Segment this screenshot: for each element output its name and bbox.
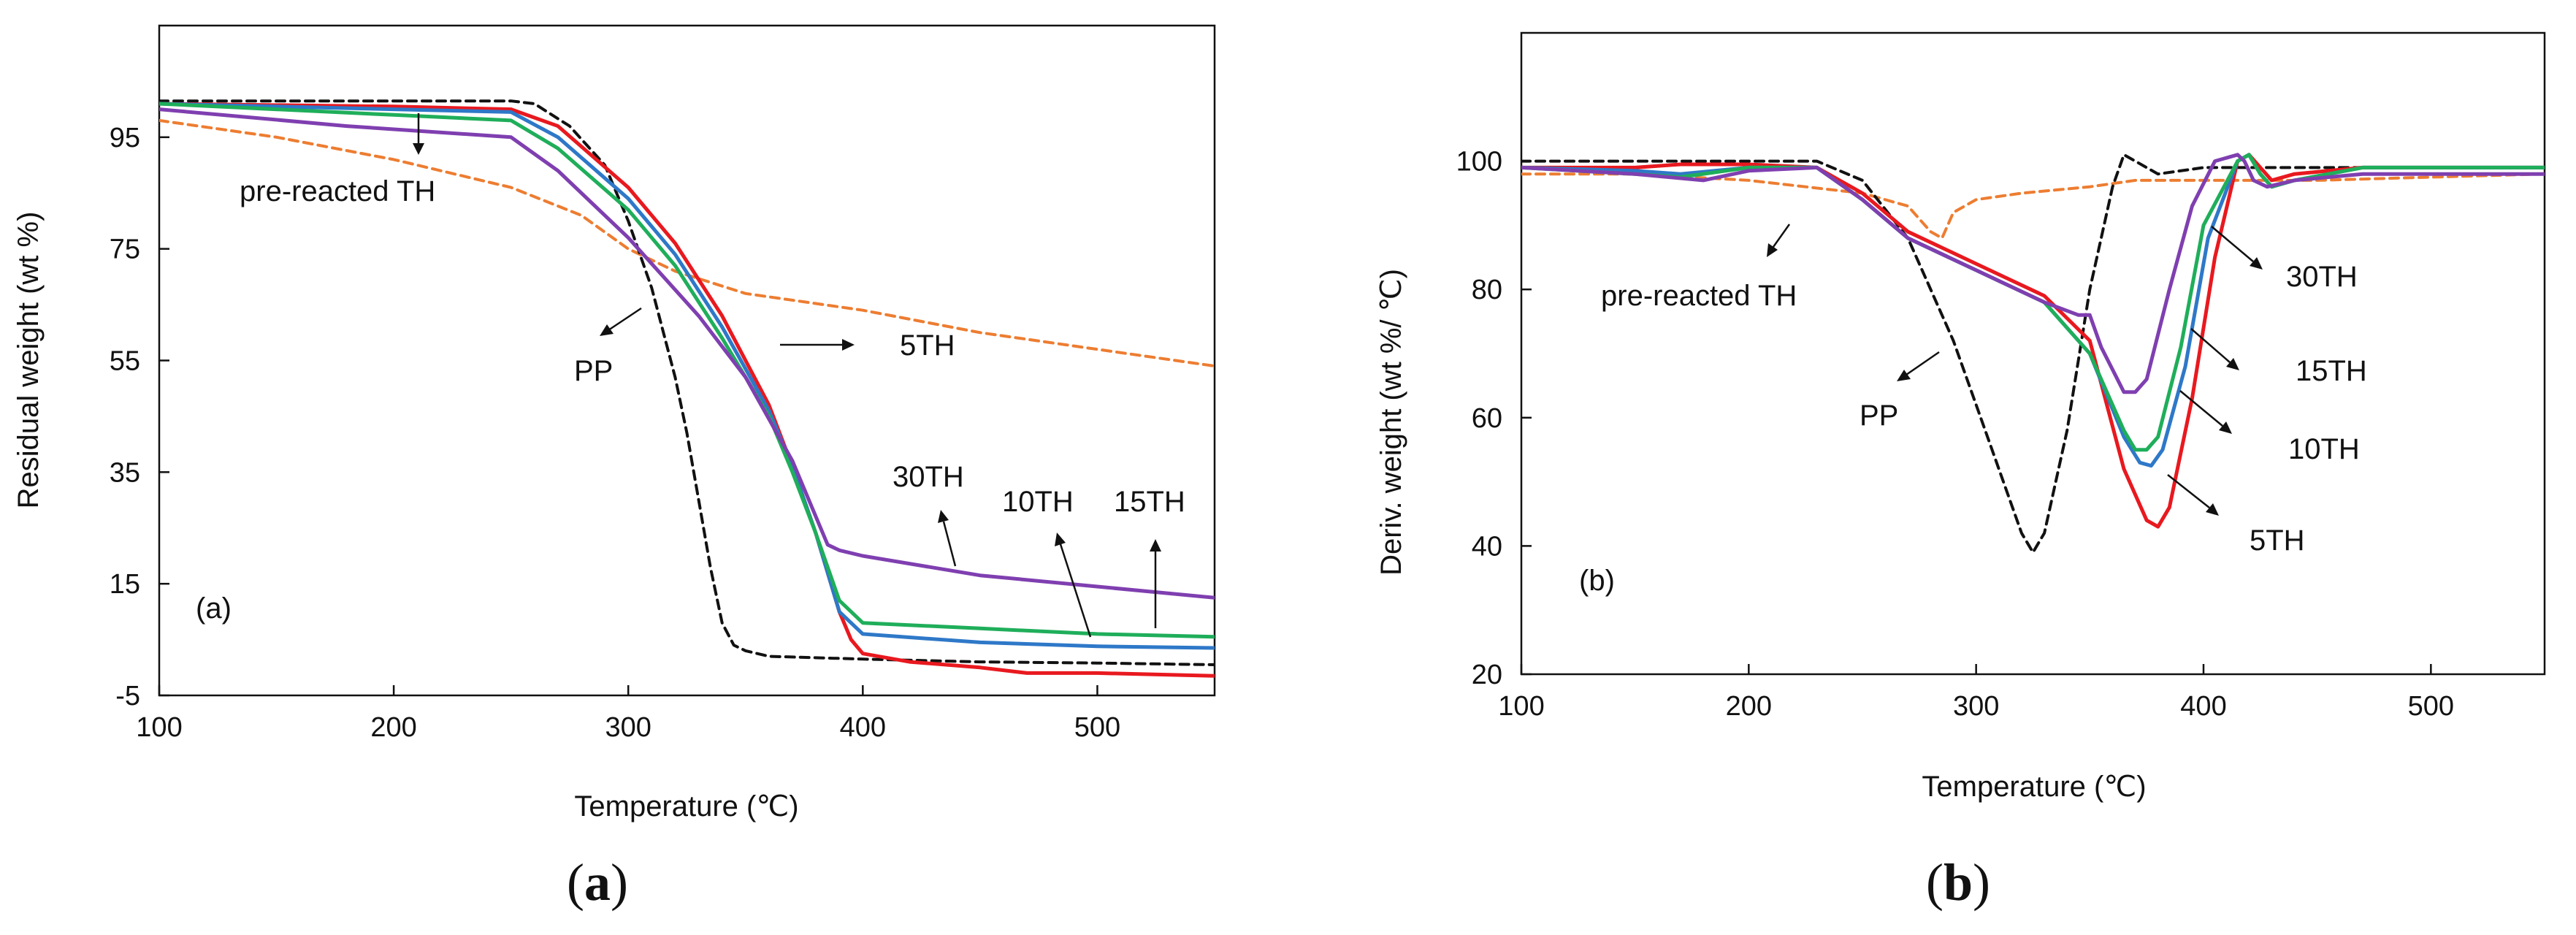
panel-a-y-tick-label: 35	[110, 457, 140, 488]
panel-a-annotation-pp: PP	[574, 355, 613, 387]
panel-b-x-axis-label: Temperature (℃)	[1922, 771, 2146, 803]
panel-b-y-tick-label: 60	[1472, 403, 1502, 434]
panel-b-arrow-10th	[2179, 390, 2232, 434]
panel-b-arrow-pre-reacted-th	[1767, 224, 1791, 257]
panel-a-arrow-5th	[780, 339, 855, 351]
panel-a-arrow-30th	[938, 510, 957, 567]
panel-a-annotation-30th: 30TH	[893, 461, 964, 493]
panel-a-x-tick-label: 500	[1074, 712, 1120, 743]
panel-b-x-tick-label: 300	[1953, 691, 1999, 722]
panel-a-arrow-pp	[600, 307, 642, 336]
panel-b-arrow-pp	[1897, 351, 1940, 381]
panel-b-arrow-30th	[2211, 226, 2263, 270]
panel-a-y-axis-label: Residual weight (wt %)	[12, 212, 45, 509]
panel-a-y-tick-label: 95	[110, 123, 140, 153]
caption-b-open: (	[1926, 853, 1944, 912]
panel-b-plot-area	[1520, 31, 2546, 676]
caption-b-letter: b	[1944, 853, 1973, 912]
caption-a-open: (	[567, 853, 584, 912]
caption-a-close: )	[611, 853, 628, 912]
panel-b-x-tick-label: 200	[1726, 691, 1772, 722]
panel-b-annotation-pre-reacted-th: pre-reacted TH	[1601, 280, 1797, 312]
caption-b-close: )	[1973, 853, 1990, 912]
panel-a-inner-label: (a)	[196, 592, 232, 625]
panel-b-annotation-10th: 10TH	[2288, 433, 2360, 465]
panel-b-annotation-15th: 15TH	[2296, 355, 2367, 387]
panel-b-series-pre-reacted-th	[1521, 172, 2545, 240]
panel-a-x-axis-label: Temperature (℃)	[574, 790, 798, 823]
panel-a-series-pre-reacted-th	[159, 118, 1215, 368]
caption-a-letter: a	[584, 853, 611, 912]
panel-b-y-tick-label: 80	[1472, 275, 1502, 305]
panel-a-y-tick-label: 55	[110, 346, 140, 377]
panel-a-arrow-10th	[1055, 533, 1092, 638]
panel-b-x-tick-label: 100	[1498, 691, 1544, 722]
panel-b-x-tick-label: 500	[2408, 691, 2454, 722]
panel-a-y-tick-label: 15	[110, 569, 140, 600]
panel-a-arrow-15th	[1150, 539, 1161, 628]
panel-b-annotation-30th: 30TH	[2286, 261, 2358, 293]
panel-b-arrow-5th	[2167, 474, 2219, 516]
panel-a-annotation-10th: 10TH	[1002, 486, 1074, 518]
caption-a: (a)	[567, 853, 628, 912]
panel-a-series-30th	[159, 107, 1215, 600]
panel-a-y-tick-label: -5	[115, 681, 140, 711]
panel-b-series-30th	[1521, 153, 2545, 394]
panel-a-annotation-5th: 5TH	[900, 329, 955, 362]
panel-b-chart: 100 200 300 400 500 20 40 60 80 100 (b) Temperat…	[1375, 31, 2546, 803]
panel-a-arrow-pre-reacted-th	[413, 113, 424, 155]
panel-a-chart: 100 200 300 400 500 -5 15 35 55 75 95 (a) Tempera…	[12, 24, 1216, 823]
panel-a-plot-area	[158, 24, 1216, 697]
panel-b-y-tick-label: 20	[1472, 660, 1502, 690]
panel-b-annotation-pp: PP	[1860, 400, 1898, 432]
panel-a-series-10th	[159, 102, 1215, 650]
panel-a-x-tick-label: 300	[605, 712, 651, 743]
panel-b-inner-label: (b)	[1579, 565, 1615, 597]
panel-b-arrow-15th	[2190, 328, 2239, 370]
panel-a-series-pp	[159, 99, 1215, 666]
panel-a-x-tick-label: 200	[370, 712, 416, 743]
panel-b-x-tick-label: 400	[2180, 691, 2226, 722]
panel-b-y-tick-label: 40	[1472, 531, 1502, 562]
panel-a-x-tick-label: 400	[840, 712, 886, 743]
panel-a-x-tick-label: 100	[136, 712, 182, 743]
panel-a-annotation-15th: 15TH	[1114, 486, 1185, 518]
panel-b-y-tick-label: 100	[1456, 147, 1502, 178]
panel-b-annotation-5th: 5TH	[2250, 524, 2305, 557]
panel-a-annotation-pre-reacted-th: pre-reacted TH	[240, 175, 435, 207]
panel-b-series-pp	[1521, 153, 2545, 554]
panel-a-y-tick-label: 75	[110, 234, 140, 265]
caption-b: (b)	[1926, 853, 1990, 912]
panel-b-y-axis-label: Deriv. weight (wt %/ ℃)	[1375, 269, 1407, 576]
